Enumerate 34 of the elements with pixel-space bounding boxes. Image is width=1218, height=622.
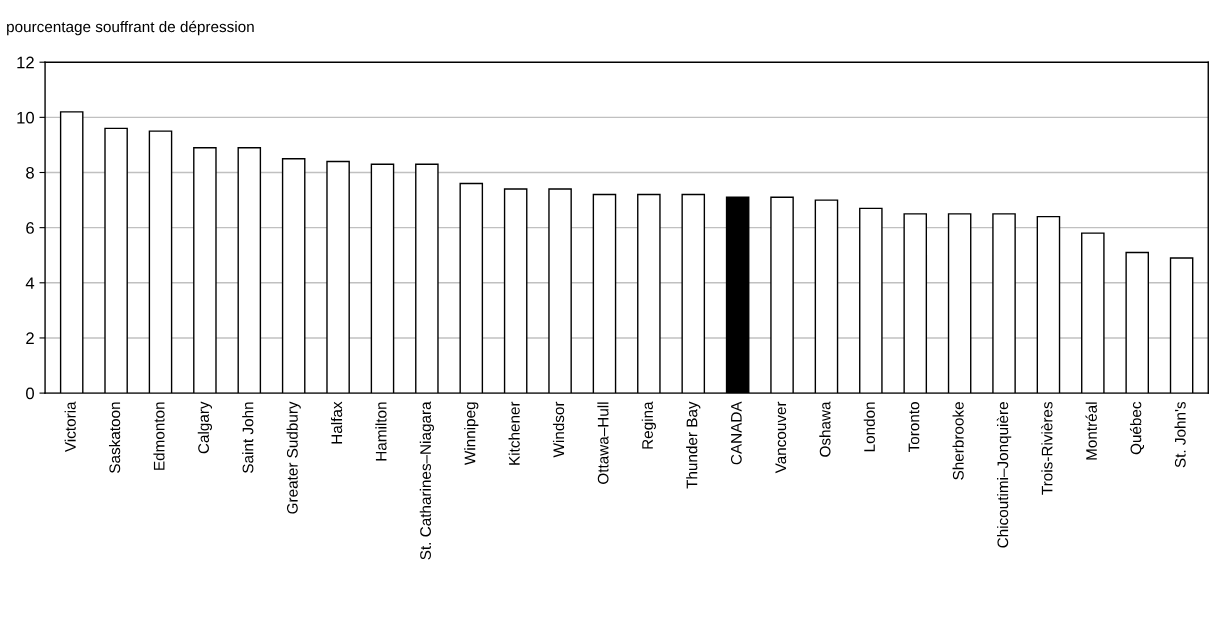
x-tick-label: Regina bbox=[641, 401, 656, 449]
x-tick-label: Oshawa bbox=[819, 401, 831, 457]
x-tick-label: St. Catharines–Niagara bbox=[419, 401, 434, 560]
y-tick-label: 4 bbox=[25, 277, 35, 289]
x-tick-label: Toronto bbox=[908, 402, 920, 453]
x-tick-label: Windsor bbox=[552, 401, 565, 458]
x-tick-label: Greater Sudbury bbox=[286, 401, 301, 514]
x-tick-label: London bbox=[863, 402, 875, 452]
y-tick-label: 6 bbox=[26, 222, 34, 234]
x-tick-label: Saskatoon bbox=[108, 402, 121, 473]
x-tick-label: CANADA bbox=[730, 401, 742, 465]
x-tick-label: Halfax bbox=[330, 401, 343, 444]
x-tick-label: Hamilton bbox=[375, 402, 387, 461]
x-tick-label: Calgary bbox=[197, 401, 213, 454]
y-axis-title: pourcentage souffrant de dépression bbox=[7, 20, 254, 36]
y-tick-label: 2 bbox=[26, 332, 34, 344]
x-tick-label: Winnipeg bbox=[464, 402, 479, 466]
y-tick-label: 12 bbox=[17, 56, 34, 69]
x-tick-label: Ottawa–Hull bbox=[597, 402, 609, 484]
y-tick-label: 8 bbox=[26, 166, 34, 179]
x-tick-label: Chicoutimi–Jonquière bbox=[996, 402, 1012, 548]
x-tick-label: Montréal bbox=[1085, 402, 1097, 460]
x-tick-label: St. John's bbox=[1174, 401, 1186, 468]
x-tick-label: Trois-Rivières bbox=[1041, 401, 1053, 495]
x-tick-label: Thunder Bay bbox=[686, 401, 701, 489]
y-tick-label: 10 bbox=[17, 111, 34, 124]
x-tick-label: Québec bbox=[1129, 401, 1145, 455]
x-tick-label: Victoria bbox=[64, 401, 76, 453]
x-tick-label: Sherbrooke bbox=[952, 402, 964, 480]
x-tick-label: Kitchener bbox=[508, 401, 520, 465]
x-tick-label: Edmonton bbox=[153, 402, 165, 470]
y-tick-label: 0 bbox=[26, 387, 34, 400]
x-tick-label: Vancouver bbox=[775, 401, 787, 474]
x-tick-label: Saint John bbox=[242, 402, 254, 473]
